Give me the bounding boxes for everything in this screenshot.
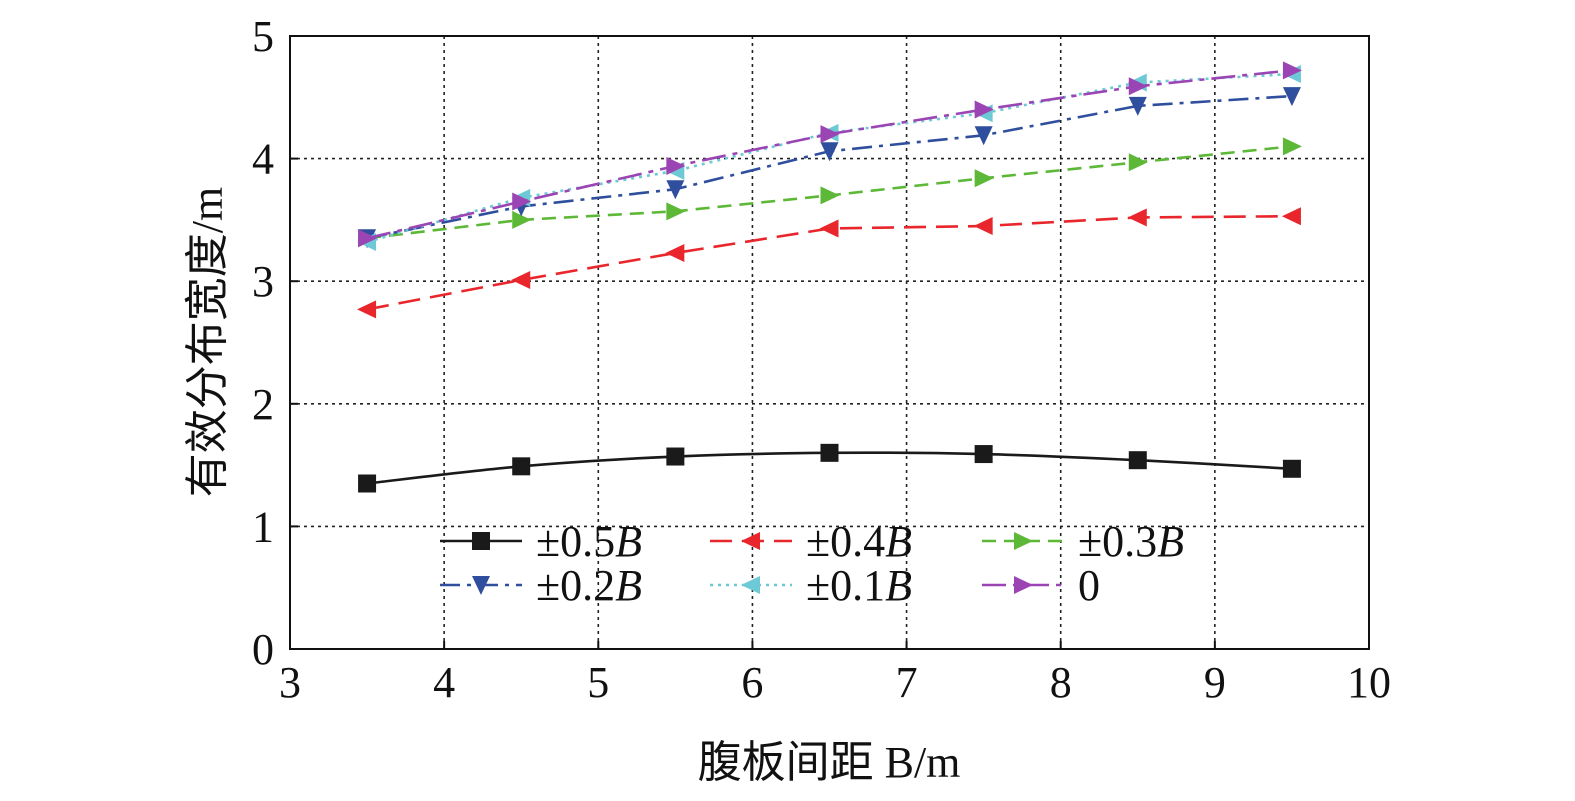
legend-item: ±0.2B — [440, 561, 642, 610]
legend-item: 0 — [982, 561, 1100, 610]
legend-marker — [1014, 532, 1033, 550]
series-2 — [358, 137, 1302, 248]
data-point — [974, 126, 993, 146]
x-tick-label: 10 — [1347, 658, 1391, 707]
legend-label: 0 — [1078, 561, 1100, 610]
legend-marker — [1014, 576, 1033, 594]
data-point — [1128, 451, 1147, 470]
legend-item: ±0.4B — [710, 517, 912, 566]
series-0 — [358, 443, 1301, 493]
data-point — [820, 186, 840, 205]
data-point — [1282, 61, 1302, 80]
data-point — [1128, 153, 1148, 172]
y-tick-label: 1 — [252, 502, 274, 551]
data-point — [973, 217, 993, 236]
data-point — [665, 244, 685, 263]
data-point — [1127, 208, 1147, 227]
data-point — [666, 156, 686, 175]
data-point — [666, 202, 686, 221]
legend-item: ±0.5B — [440, 517, 642, 566]
legend-marker — [472, 576, 490, 595]
data-point — [512, 192, 532, 211]
data-point — [974, 100, 994, 119]
y-tick-label: 3 — [252, 257, 274, 306]
data-point — [358, 474, 377, 493]
data-point — [666, 447, 685, 466]
tick-marks — [289, 35, 1370, 650]
x-axis-label: 腹板间距 B/m — [698, 738, 961, 787]
y-axis-label: 有效分布宽度/m — [183, 187, 232, 497]
series-group — [357, 61, 1302, 493]
data-point — [1281, 207, 1301, 226]
data-point — [511, 270, 531, 289]
data-point — [820, 443, 839, 462]
series-line — [366, 94, 1293, 240]
x-tick-label: 7 — [896, 658, 918, 707]
data-point — [974, 169, 994, 188]
legend-label: ±0.4B — [806, 517, 912, 566]
x-tick-label: 8 — [1050, 658, 1072, 707]
data-point — [820, 142, 839, 162]
data-point — [820, 125, 840, 144]
legend: ±0.5B ±0.4B ±0.3B ±0.2B ±0.1B 0 — [440, 517, 1184, 610]
legend-label: ±0.5B — [536, 517, 642, 566]
data-point — [1282, 137, 1302, 156]
x-tick-label: 3 — [279, 658, 301, 707]
data-point — [1128, 96, 1147, 116]
y-tick-label: 2 — [252, 380, 274, 429]
data-point — [1128, 77, 1148, 96]
legend-marker — [741, 576, 760, 594]
legend-label: ±0.1B — [806, 561, 912, 610]
series-1 — [357, 207, 1301, 319]
data-point — [974, 445, 993, 464]
x-tick-label: 5 — [587, 658, 609, 707]
y-tick-label: 0 — [252, 625, 274, 674]
data-point — [357, 300, 377, 319]
data-point — [819, 219, 839, 238]
legend-item: ±0.1B — [710, 561, 912, 610]
legend-marker — [472, 532, 490, 550]
legend-label: ±0.3B — [1078, 517, 1184, 566]
legend-marker — [741, 532, 760, 550]
x-tick-label: 9 — [1204, 658, 1226, 707]
data-point — [512, 210, 532, 229]
data-point — [1282, 87, 1301, 107]
y-tick-label: 5 — [252, 12, 274, 61]
legend-item: ±0.3B — [982, 517, 1184, 566]
data-point — [666, 180, 685, 200]
plot-frame — [289, 35, 1370, 650]
legend-label: ±0.2B — [536, 561, 642, 610]
x-tick-label: 4 — [433, 658, 455, 707]
series-5 — [358, 61, 1302, 248]
x-tick-label: 6 — [741, 658, 763, 707]
data-point — [1282, 459, 1301, 478]
data-point — [512, 457, 531, 476]
tick-labels: 3 4 5 6 7 8 9 10 0 1 2 3 4 5 — [252, 12, 1391, 707]
data-point — [358, 229, 378, 248]
y-tick-label: 4 — [252, 135, 274, 184]
